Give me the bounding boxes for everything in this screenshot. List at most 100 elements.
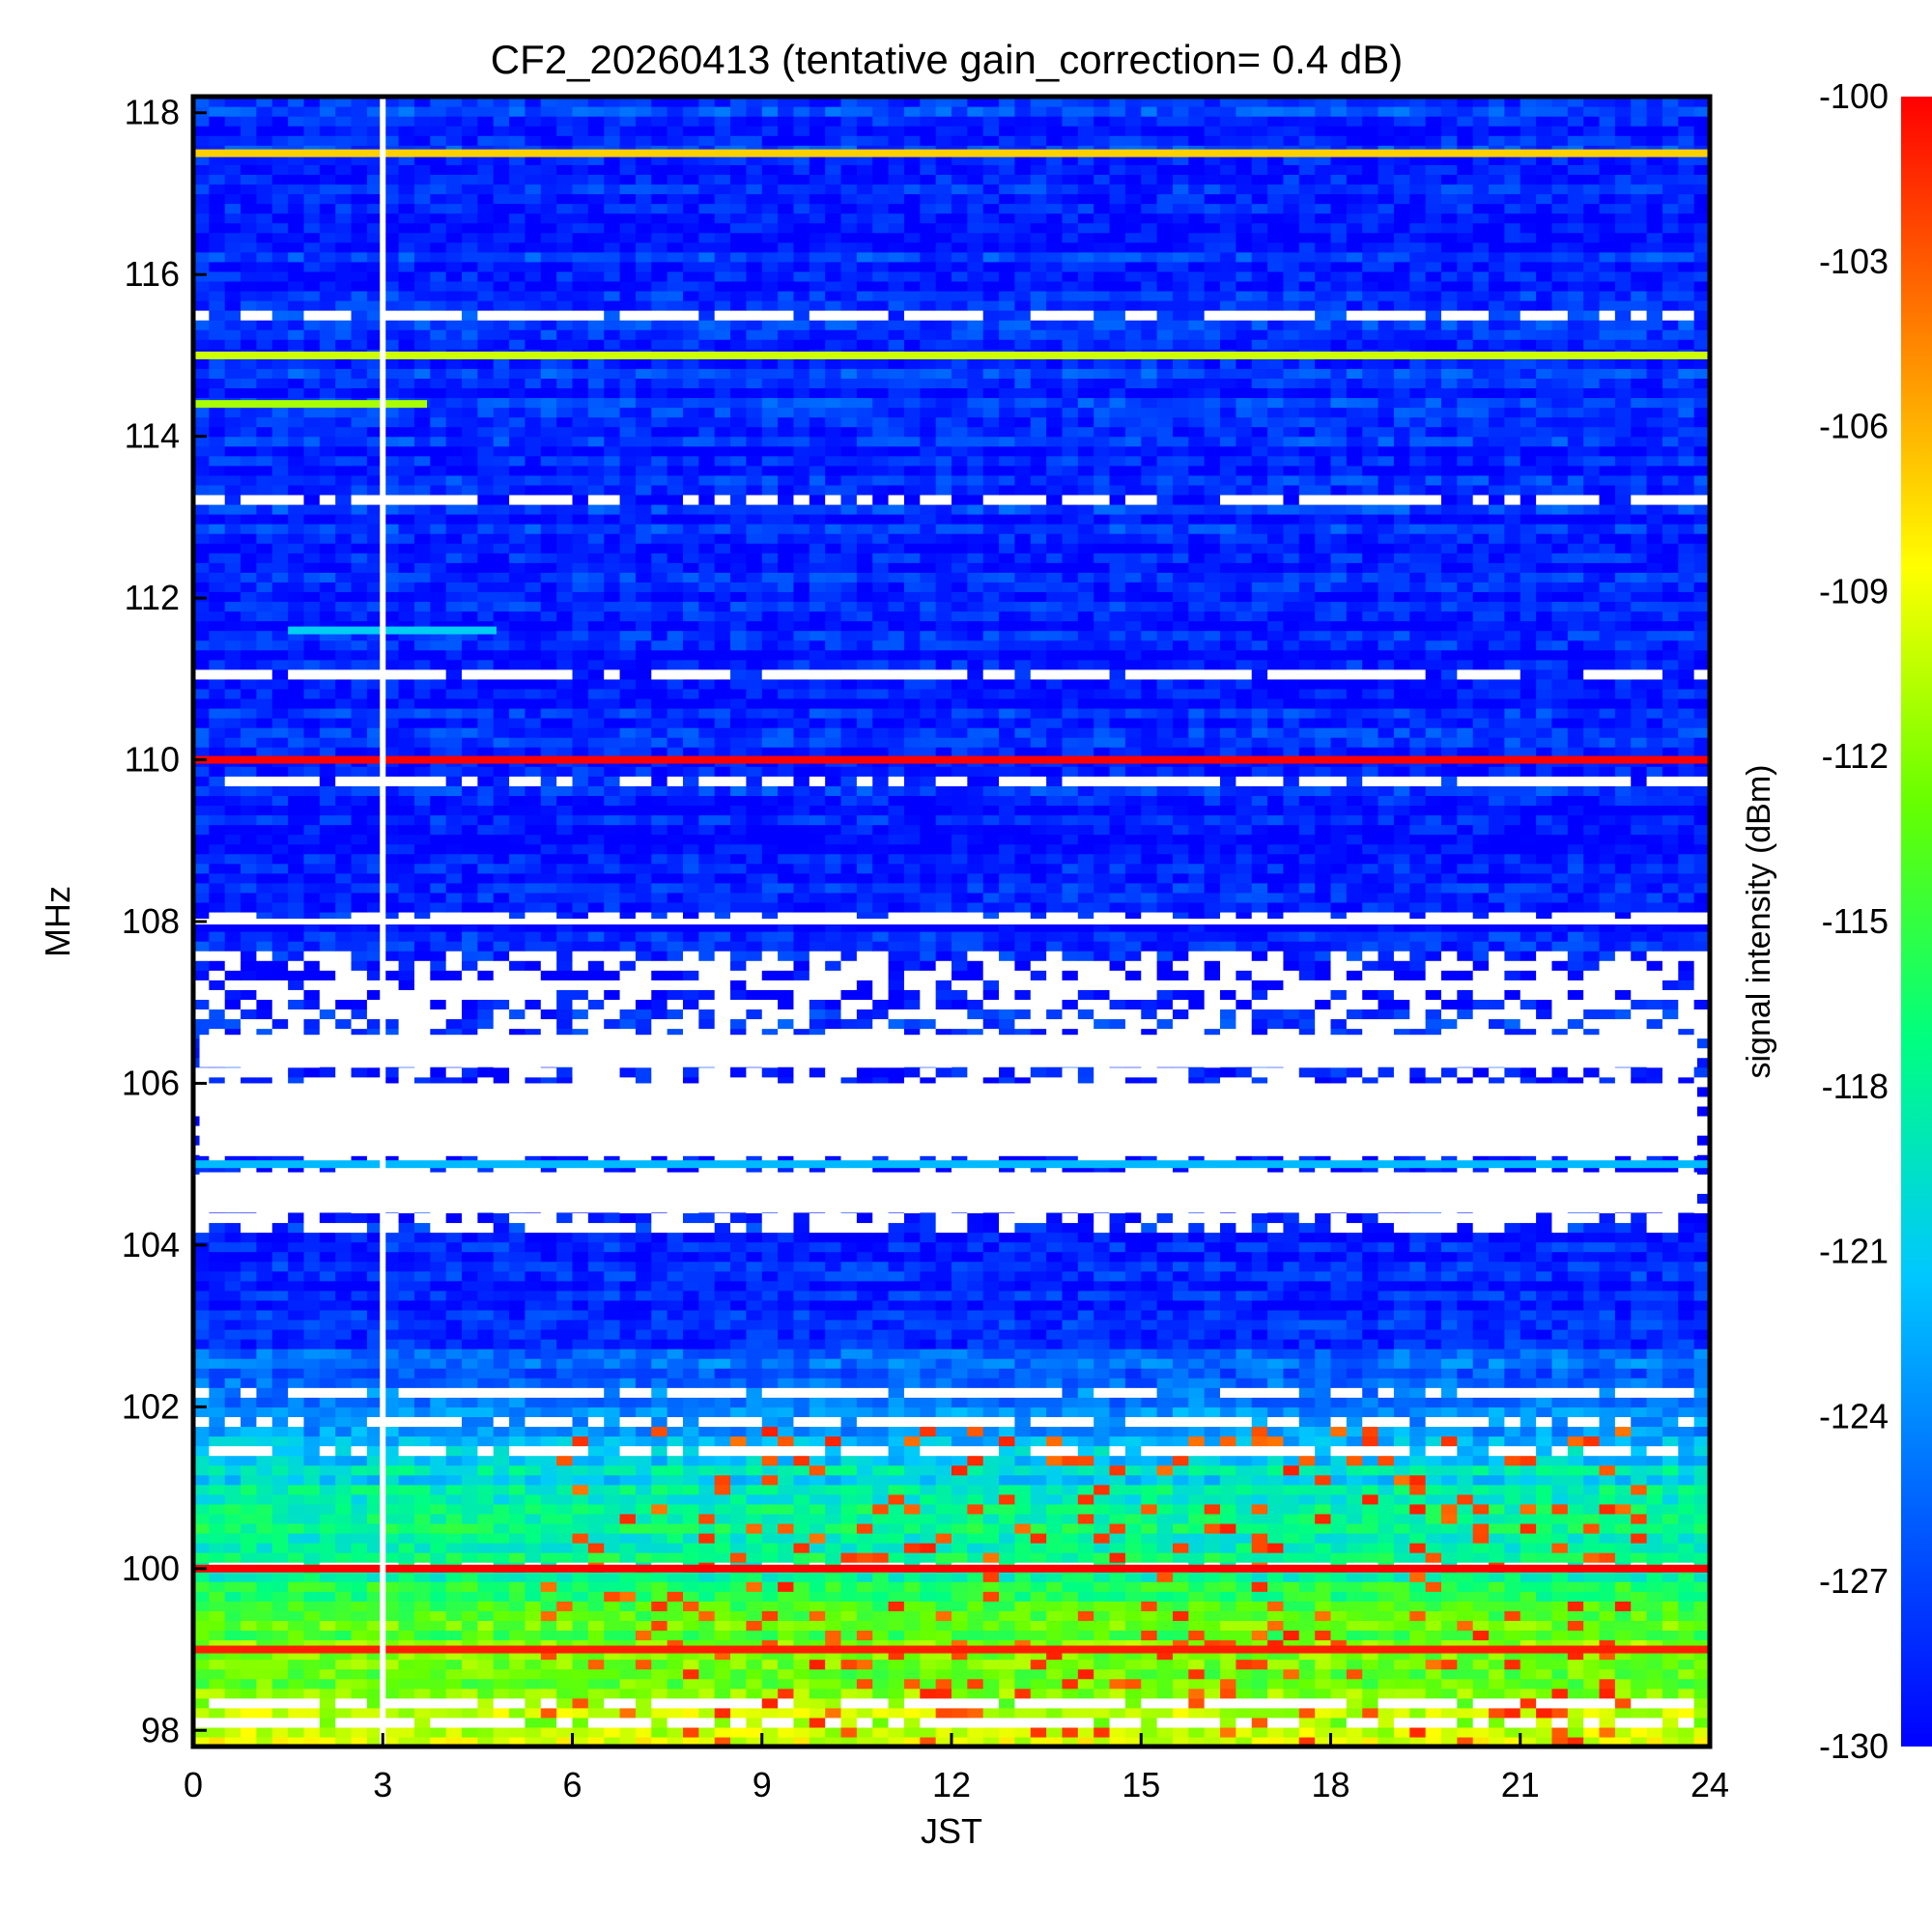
heatmap-cell (840, 1678, 858, 1690)
heatmap-cell (540, 1610, 557, 1621)
heatmap-cell (1298, 1503, 1316, 1515)
heatmap-cell (462, 1349, 478, 1359)
heatmap-cell (1315, 1397, 1332, 1407)
heatmap-cell (1393, 1435, 1410, 1447)
heatmap-cell (1330, 1416, 1348, 1428)
heatmap-cell (1409, 1251, 1427, 1263)
heatmap-cell (714, 1339, 731, 1350)
heatmap-cell (413, 1707, 431, 1719)
heatmap-cell (1567, 1416, 1584, 1428)
heatmap-cell (224, 1620, 242, 1632)
heatmap-cell (1172, 1668, 1189, 1680)
heatmap-cell (1014, 1328, 1032, 1340)
heatmap-cell (1062, 1397, 1079, 1407)
heatmap-cell (714, 1717, 731, 1728)
heatmap-cell (572, 1319, 589, 1330)
heatmap-cell (730, 1339, 747, 1350)
heatmap-cell (1504, 1707, 1521, 1719)
heatmap-cell (540, 1416, 557, 1428)
heatmap-cell (413, 1736, 431, 1747)
heatmap-cell (335, 1378, 353, 1388)
heatmap-cell (1583, 1484, 1601, 1495)
heatmap-cell (1472, 1299, 1490, 1311)
heatmap-cell (224, 1678, 242, 1690)
heatmap-cell (1156, 1426, 1174, 1437)
heatmap-cell (1094, 1378, 1111, 1388)
heatmap-cell (840, 1484, 858, 1495)
heatmap-cell (256, 1426, 273, 1437)
heatmap-cell (1551, 1717, 1569, 1728)
heatmap-cell (872, 1522, 890, 1534)
heatmap-cell (1599, 1522, 1616, 1534)
heatmap-cell (1409, 1397, 1427, 1407)
heatmap-cell (430, 1299, 447, 1311)
heatmap-cell (619, 1726, 637, 1738)
heatmap-cell (1251, 1474, 1268, 1486)
heatmap-cell (351, 1513, 368, 1524)
heatmap-cell (825, 1503, 842, 1515)
heatmap-cell (730, 1251, 747, 1263)
heatmap-cell (967, 1261, 984, 1272)
heatmap-cell (540, 1726, 557, 1738)
heatmap-cell (967, 1620, 984, 1632)
heatmap-cell (351, 1659, 368, 1670)
heatmap-cell (778, 1610, 795, 1621)
heatmap-cell (856, 1688, 873, 1699)
heatmap-cell (1046, 1299, 1064, 1311)
heatmap-cell (1489, 1503, 1505, 1515)
heatmap-cell (1283, 1474, 1300, 1486)
heatmap-cell (952, 1280, 968, 1292)
heatmap-cell (1409, 1639, 1427, 1651)
heatmap-cell (651, 1726, 668, 1738)
heatmap-cell (1030, 1378, 1047, 1388)
heatmap-cell (825, 1726, 842, 1738)
heatmap-cell (604, 1572, 621, 1582)
heatmap-cell (1567, 1349, 1584, 1359)
heatmap-cell (1631, 1270, 1648, 1282)
heatmap-cell (556, 1601, 574, 1611)
heatmap-cell (1678, 1280, 1695, 1292)
heatmap-cell (1030, 1659, 1047, 1670)
heatmap-cell (888, 1319, 905, 1330)
heatmap-cell (1172, 1736, 1189, 1747)
heatmap-cell (1124, 1349, 1142, 1359)
heatmap-cell (366, 1668, 384, 1680)
heatmap-cell (1425, 1280, 1442, 1292)
heatmap-cell (1440, 1503, 1458, 1515)
heatmap-cell (556, 1659, 574, 1670)
heatmap-cell (856, 1522, 873, 1534)
heatmap-cell (1678, 1319, 1695, 1330)
heatmap-cell (288, 1484, 305, 1495)
heatmap-cell (462, 1455, 478, 1466)
heatmap-cell (1678, 1270, 1695, 1282)
heatmap-cell (793, 1543, 810, 1553)
heatmap-cell (778, 1513, 795, 1524)
heatmap-cell (1124, 1445, 1142, 1457)
heatmap-cell (1298, 1309, 1316, 1321)
heatmap-cell (1520, 1416, 1537, 1428)
heatmap-cell (1583, 1261, 1601, 1272)
heatmap-cell (193, 1319, 210, 1330)
heatmap-cell (413, 1309, 431, 1321)
heatmap-cell (1614, 1251, 1632, 1263)
heatmap-cell (1236, 1299, 1253, 1311)
heatmap-cell (999, 1299, 1016, 1311)
heatmap-cell (1251, 1736, 1268, 1747)
heatmap-cell (999, 1397, 1016, 1407)
heatmap-cell (1124, 1251, 1142, 1263)
heatmap-cell (271, 1349, 289, 1359)
heatmap-cell (1693, 1484, 1711, 1495)
heatmap-cell (682, 1435, 699, 1447)
heatmap-cell (1551, 1688, 1569, 1699)
heatmap-cell (1599, 1736, 1616, 1747)
heatmap-cell (1646, 1581, 1663, 1592)
heatmap-cell (667, 1426, 684, 1437)
heatmap-cell (903, 1532, 921, 1544)
heatmap-cell (430, 1270, 447, 1282)
heatmap-cell (462, 1513, 478, 1524)
heatmap-cell (999, 1349, 1016, 1359)
heatmap-cell (1489, 1368, 1505, 1378)
heatmap-cell (1109, 1435, 1126, 1447)
heatmap-cell (477, 1484, 495, 1495)
heatmap-cell (1046, 1290, 1064, 1301)
